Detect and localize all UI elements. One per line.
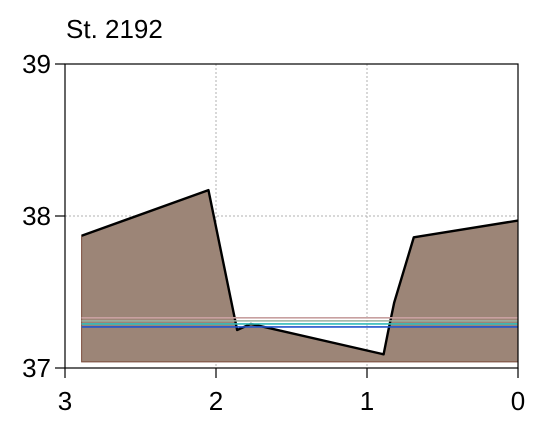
- profile-area: [81, 188, 519, 363]
- y-axis: 37 38 39: [22, 49, 65, 383]
- y-tick-label-39: 39: [22, 49, 51, 79]
- x-tick-label-0: 0: [511, 386, 525, 416]
- x-tick-label-2: 2: [209, 386, 223, 416]
- x-tick-label-1: 1: [360, 386, 374, 416]
- y-tick-label-37: 37: [22, 353, 51, 383]
- reference-lines: [81, 317, 518, 328]
- y-tick-label-38: 38: [22, 201, 51, 231]
- x-tick-label-3: 3: [58, 386, 72, 416]
- chart-title: St. 2192: [66, 14, 163, 44]
- x-axis: 3 2 1 0: [58, 368, 525, 416]
- profile-line: [81, 188, 519, 356]
